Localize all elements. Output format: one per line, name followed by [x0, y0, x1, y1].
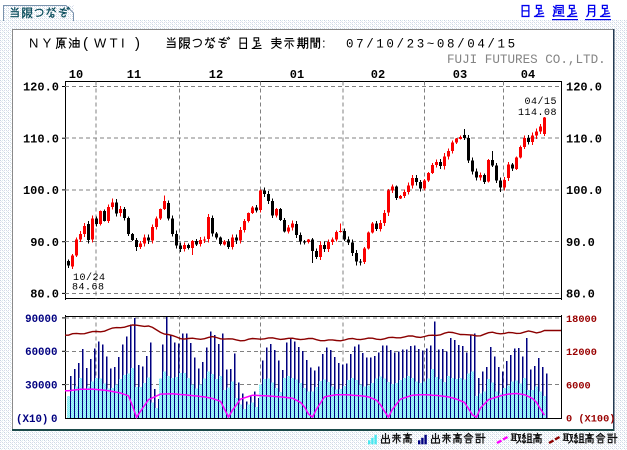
- svg-text:12: 12: [209, 68, 223, 82]
- svg-text:07/10/23~08/04/15: 07/10/23~08/04/15: [346, 38, 518, 52]
- svg-text:80.0: 80.0: [30, 288, 59, 302]
- svg-text:03: 03: [453, 68, 467, 82]
- svg-text:90.0: 90.0: [566, 236, 595, 250]
- svg-text:FUJI FUTURES CO.,LTD.: FUJI FUTURES CO.,LTD.: [447, 53, 606, 67]
- svg-text:(: (: [83, 35, 88, 52]
- svg-text:02: 02: [371, 68, 385, 82]
- svg-text:WTI: WTI: [94, 36, 128, 51]
- svg-text:): ): [135, 35, 140, 52]
- svg-text:30000: 30000: [25, 380, 57, 392]
- svg-text:12000: 12000: [566, 347, 597, 359]
- svg-text:110.0: 110.0: [23, 132, 59, 146]
- svg-text::: :: [322, 36, 326, 51]
- svg-text:110.0: 110.0: [566, 132, 602, 146]
- svg-text:04: 04: [521, 68, 535, 82]
- svg-text:10/24: 10/24: [73, 272, 106, 284]
- svg-text:84.68: 84.68: [72, 283, 105, 294]
- svg-text:18000: 18000: [566, 314, 597, 326]
- svg-text:90.0: 90.0: [30, 236, 59, 250]
- svg-text:(X10): (X10): [16, 414, 48, 426]
- svg-text:0 (X100): 0 (X100): [566, 414, 615, 426]
- svg-text:NY: NY: [29, 36, 55, 51]
- svg-text:80.0: 80.0: [566, 288, 595, 302]
- svg-text:120.0: 120.0: [23, 81, 59, 95]
- svg-text:100.0: 100.0: [566, 184, 602, 198]
- svg-text:04/15: 04/15: [524, 96, 557, 108]
- svg-text:0: 0: [51, 414, 57, 426]
- svg-text:100.0: 100.0: [23, 184, 59, 198]
- svg-text:120.0: 120.0: [566, 81, 602, 95]
- svg-text:11: 11: [127, 68, 141, 82]
- svg-text:01: 01: [290, 68, 304, 82]
- svg-text:10: 10: [69, 68, 83, 82]
- svg-text:90000: 90000: [25, 314, 57, 326]
- svg-text:6000: 6000: [566, 380, 591, 392]
- svg-text:60000: 60000: [25, 347, 57, 359]
- svg-text:114.08: 114.08: [518, 108, 557, 119]
